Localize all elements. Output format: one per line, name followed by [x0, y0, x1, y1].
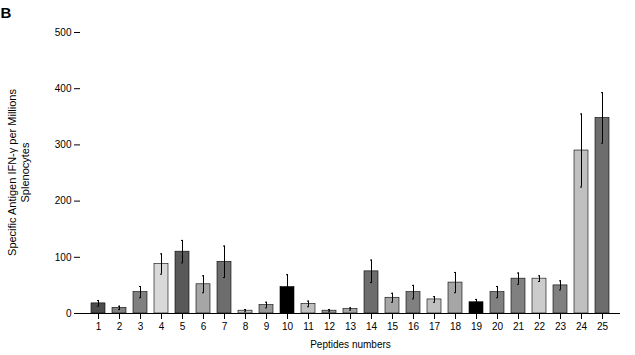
svg-text:18: 18 — [450, 321, 462, 332]
svg-text:300: 300 — [55, 139, 72, 150]
svg-text:B: B — [1, 4, 12, 21]
svg-text:Peptides numbers: Peptides numbers — [310, 339, 391, 350]
svg-text:2: 2 — [117, 321, 123, 332]
svg-text:400: 400 — [55, 83, 72, 94]
svg-text:1: 1 — [96, 321, 102, 332]
svg-text:13: 13 — [345, 321, 357, 332]
svg-text:6: 6 — [201, 321, 207, 332]
svg-text:25: 25 — [597, 321, 609, 332]
svg-text:8: 8 — [243, 321, 249, 332]
svg-text:10: 10 — [282, 321, 294, 332]
svg-text:7: 7 — [222, 321, 228, 332]
svg-text:0: 0 — [66, 308, 72, 319]
svg-text:17: 17 — [429, 321, 441, 332]
svg-text:4: 4 — [159, 321, 165, 332]
svg-text:15: 15 — [387, 321, 399, 332]
svg-text:5: 5 — [180, 321, 186, 332]
svg-text:14: 14 — [366, 321, 378, 332]
svg-text:24: 24 — [576, 321, 588, 332]
svg-text:19: 19 — [471, 321, 483, 332]
svg-text:22: 22 — [534, 321, 546, 332]
svg-text:Specific Antigen IFN-γ per Mil: Specific Antigen IFN-γ per MillionsSplen… — [6, 89, 31, 256]
svg-text:20: 20 — [492, 321, 504, 332]
svg-text:100: 100 — [55, 251, 72, 262]
svg-text:500: 500 — [55, 27, 72, 38]
svg-text:21: 21 — [513, 321, 525, 332]
svg-text:23: 23 — [555, 321, 567, 332]
svg-text:200: 200 — [55, 195, 72, 206]
svg-text:9: 9 — [264, 321, 270, 332]
svg-text:11: 11 — [303, 321, 314, 332]
svg-text:3: 3 — [138, 321, 144, 332]
svg-text:12: 12 — [324, 321, 336, 332]
svg-text:16: 16 — [408, 321, 420, 332]
